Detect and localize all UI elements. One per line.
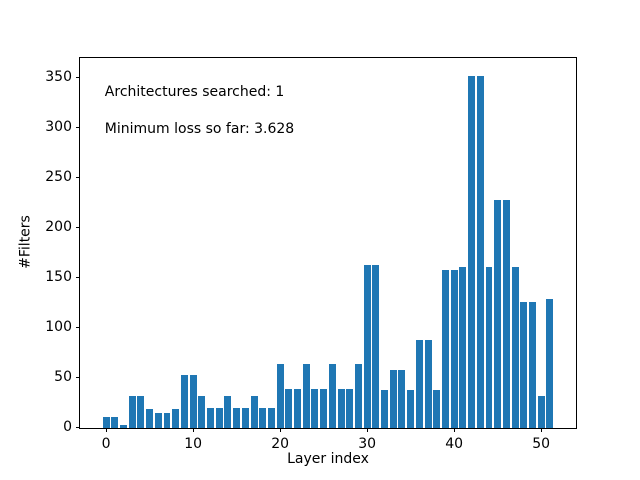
bar-layer-2 bbox=[120, 424, 127, 428]
x-tick-label: 10 bbox=[184, 435, 203, 452]
x-axis-label: Layer index bbox=[287, 451, 369, 467]
bar-layer-17 bbox=[250, 395, 258, 428]
bar-layer-47 bbox=[511, 266, 519, 428]
bar-layer-7 bbox=[163, 412, 171, 428]
bar-layer-4 bbox=[137, 395, 145, 428]
bar-layer-33 bbox=[389, 369, 397, 428]
bar-layer-9 bbox=[180, 374, 188, 428]
bar-layer-29 bbox=[354, 363, 362, 428]
bar-layer-13 bbox=[215, 407, 223, 428]
bar-layer-43 bbox=[476, 75, 484, 428]
y-tick-mark bbox=[75, 227, 79, 229]
bar-layer-22 bbox=[294, 388, 302, 428]
x-tick-label: 20 bbox=[271, 435, 290, 452]
bar-layer-21 bbox=[285, 388, 293, 428]
bar-layer-1 bbox=[111, 416, 119, 428]
y-tick-mark bbox=[75, 277, 79, 279]
bar-layer-10 bbox=[189, 374, 197, 428]
x-tick-mark bbox=[453, 428, 455, 433]
x-tick-label: 0 bbox=[101, 435, 111, 452]
bar-layer-32 bbox=[381, 389, 389, 428]
bar-layer-28 bbox=[346, 388, 354, 428]
y-tick-mark bbox=[75, 77, 79, 79]
bar-layer-30 bbox=[363, 264, 371, 428]
x-tick-label: 30 bbox=[358, 435, 377, 452]
bar-layer-6 bbox=[154, 412, 162, 428]
y-tick-label: 100 bbox=[45, 319, 72, 336]
annotation-minimum-loss: Minimum loss so far: 3.628 bbox=[104, 121, 295, 138]
x-tick-mark bbox=[540, 428, 542, 433]
bar-layer-34 bbox=[398, 369, 406, 428]
y-tick-mark bbox=[75, 427, 79, 429]
bar-layer-18 bbox=[259, 407, 267, 428]
y-tick-mark bbox=[75, 377, 79, 379]
bar-layer-35 bbox=[407, 389, 415, 428]
bar-layer-8 bbox=[172, 408, 180, 428]
bar-layer-14 bbox=[224, 395, 232, 428]
bar-layer-3 bbox=[128, 395, 136, 428]
y-tick-mark bbox=[75, 327, 79, 329]
bar-layer-37 bbox=[424, 339, 432, 428]
bar-layer-50 bbox=[537, 395, 545, 428]
x-tick-mark bbox=[279, 428, 281, 433]
x-tick-mark bbox=[192, 428, 194, 433]
bar-layer-36 bbox=[415, 339, 423, 428]
bar-layer-16 bbox=[241, 407, 249, 428]
bar-layer-24 bbox=[311, 388, 319, 428]
bar-layer-0 bbox=[102, 416, 110, 428]
y-tick-label: 300 bbox=[45, 119, 72, 136]
y-tick-label: 250 bbox=[45, 169, 72, 186]
bar-layer-39 bbox=[441, 269, 449, 428]
bar-layer-27 bbox=[337, 388, 345, 428]
bar-layer-11 bbox=[198, 395, 206, 428]
bar-layer-45 bbox=[494, 199, 502, 428]
bar-layer-12 bbox=[207, 407, 214, 428]
y-tick-label: 350 bbox=[45, 69, 72, 86]
bar-layer-40 bbox=[450, 269, 458, 428]
bar-layer-51 bbox=[546, 298, 554, 428]
bar-layer-25 bbox=[320, 388, 328, 428]
y-tick-label: 150 bbox=[45, 269, 72, 286]
bar-layer-49 bbox=[529, 301, 536, 428]
y-tick-label: 0 bbox=[63, 419, 72, 436]
bar-layer-48 bbox=[520, 301, 528, 428]
bar-layer-15 bbox=[233, 407, 241, 428]
bar-layer-23 bbox=[302, 363, 310, 428]
y-tick-label: 50 bbox=[54, 369, 72, 386]
bar-layer-20 bbox=[276, 363, 284, 428]
y-axis-label: #Filters bbox=[17, 215, 34, 269]
x-tick-label: 40 bbox=[445, 435, 464, 452]
plot-area: Architectures searched: 1 Minimum loss s… bbox=[79, 57, 577, 429]
x-tick-mark bbox=[105, 428, 107, 433]
bar-layer-41 bbox=[459, 266, 467, 428]
y-tick-mark bbox=[75, 127, 79, 129]
bar-layer-5 bbox=[146, 408, 154, 428]
y-tick-label: 200 bbox=[45, 219, 72, 236]
y-tick-mark bbox=[75, 177, 79, 179]
bar-layer-38 bbox=[433, 389, 441, 428]
x-tick-mark bbox=[366, 428, 368, 433]
bar-layer-44 bbox=[485, 266, 493, 428]
annotation-architectures-searched: Architectures searched: 1 bbox=[104, 84, 285, 101]
bar-layer-42 bbox=[468, 75, 476, 428]
bar-layer-26 bbox=[328, 363, 336, 428]
bar-layer-19 bbox=[267, 407, 275, 428]
bar-layer-31 bbox=[372, 264, 380, 428]
bar-layer-46 bbox=[502, 199, 510, 428]
x-tick-label: 50 bbox=[532, 435, 551, 452]
